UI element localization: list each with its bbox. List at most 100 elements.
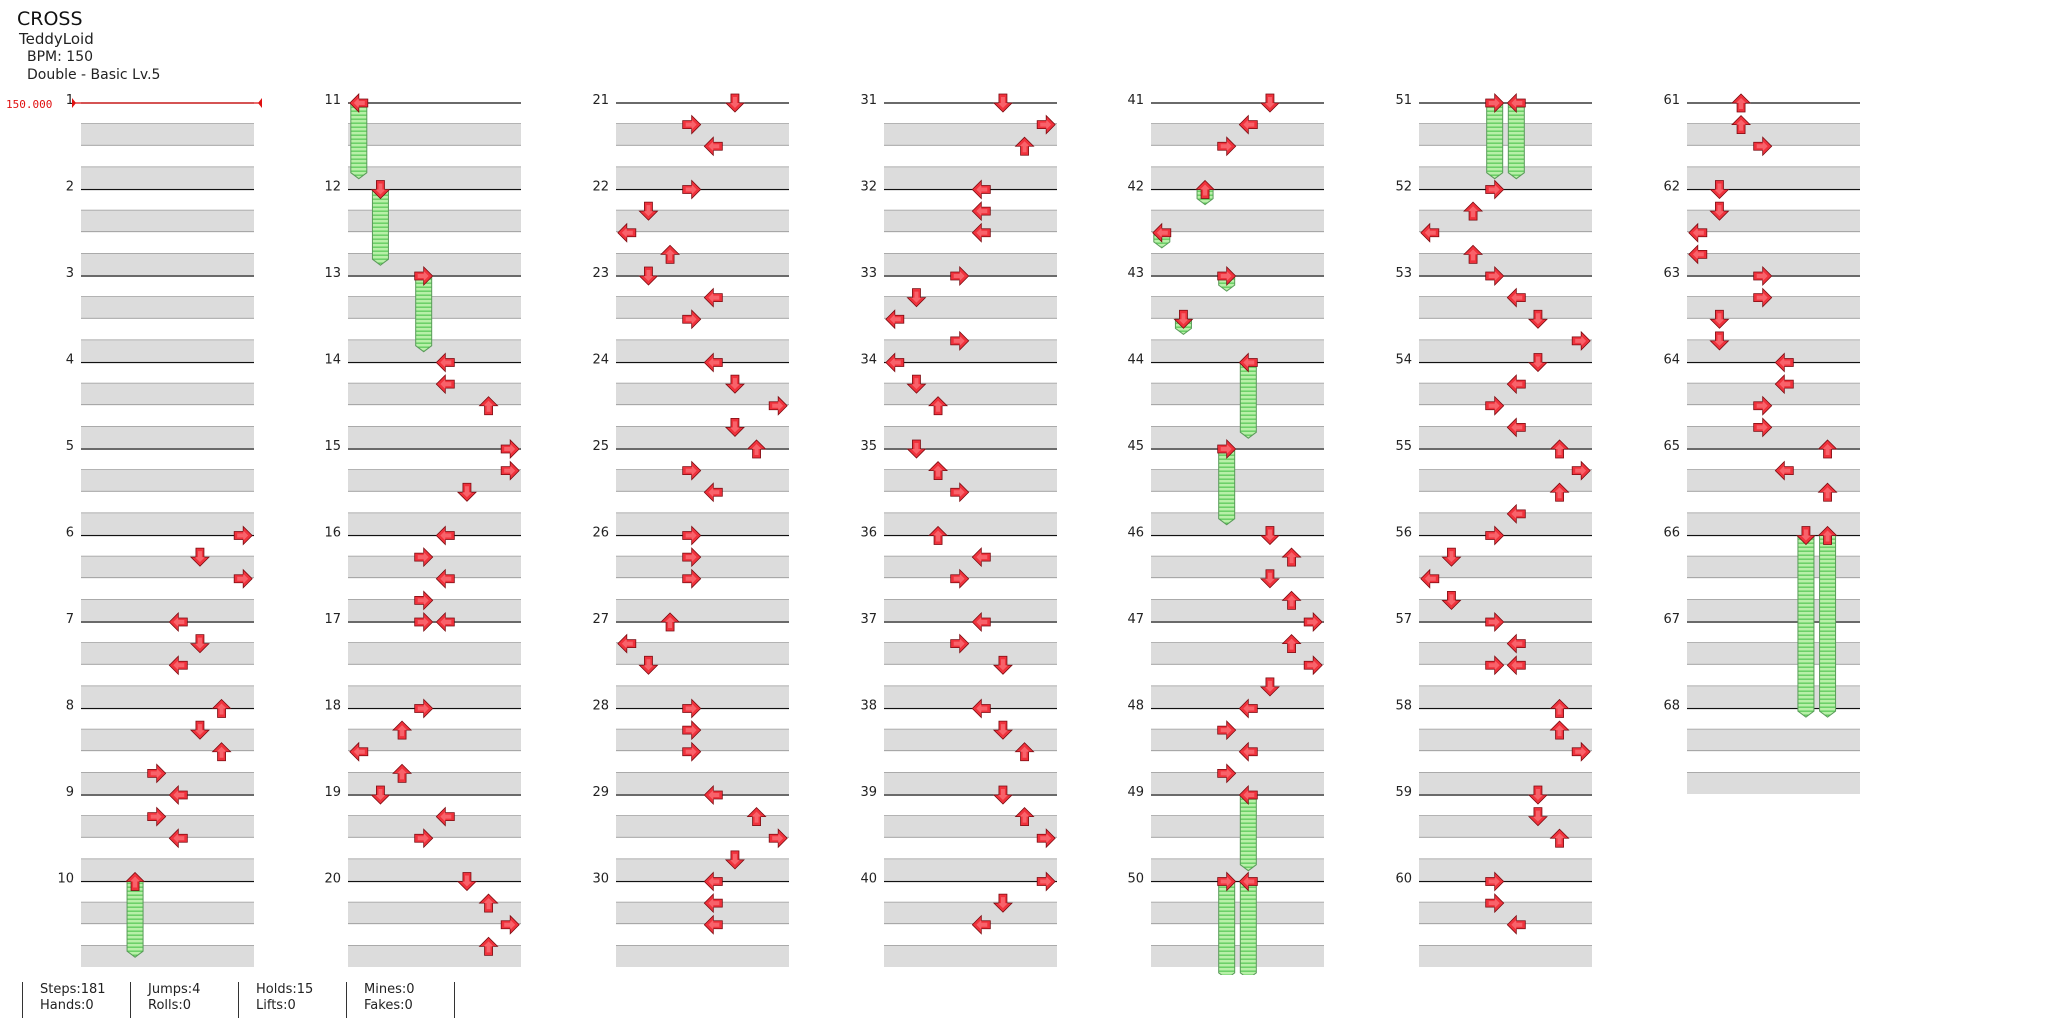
arrow-left <box>1238 698 1258 719</box>
arrow-down <box>189 720 210 740</box>
arrow-down <box>906 439 927 459</box>
arrow-highlight <box>1468 206 1479 218</box>
measure-band <box>1151 253 1324 275</box>
song-difficulty: Double - Basic Lv.5 <box>27 67 161 83</box>
arrow-highlight <box>708 487 720 498</box>
measure-number: 12 <box>324 180 341 195</box>
measure-band <box>884 858 1057 881</box>
arrow-up <box>1281 547 1302 567</box>
stats-holds: Holds:15 <box>256 982 314 997</box>
arrow-highlight <box>194 724 205 736</box>
arrow-right <box>1217 871 1237 892</box>
arrow-highlight <box>1220 768 1232 779</box>
arrow-highlight <box>1286 595 1297 607</box>
arrow-right <box>1036 828 1056 849</box>
arrow-right <box>1485 612 1505 632</box>
arrow-highlight <box>483 400 494 412</box>
arrow-right <box>414 547 434 568</box>
arrow-highlight <box>1692 249 1704 260</box>
arrow-highlight <box>685 725 697 736</box>
arrow-left <box>1506 417 1526 438</box>
arrow-right <box>500 439 520 459</box>
stats-jumps: Jumps:4 <box>148 982 201 997</box>
arrow-down <box>992 655 1013 675</box>
arrow-down <box>1441 590 1462 610</box>
measure-band <box>1687 166 1860 189</box>
measure-band <box>616 253 789 275</box>
arrow-highlight <box>708 898 720 909</box>
measure-number: 56 <box>1395 526 1412 541</box>
step-chart: 1234567891011121314151617181920212223242… <box>6 93 1860 975</box>
measure-band <box>1151 296 1324 319</box>
arrow-highlight <box>953 573 965 584</box>
arrow-highlight <box>685 703 697 714</box>
measure-number: 46 <box>1127 526 1144 541</box>
arrow-highlight <box>1822 444 1833 455</box>
arrow-left <box>885 352 905 373</box>
measure-number: 66 <box>1663 526 1680 541</box>
stats-footer: Steps:181 Hands:0 Jumps:4 Rolls:0 Holds:… <box>0 982 600 1020</box>
arrow-up <box>392 720 413 740</box>
arrow-right <box>682 568 702 589</box>
measure-band <box>81 945 254 967</box>
measure-band <box>1419 123 1592 146</box>
arrow-down <box>1259 526 1280 546</box>
arrow-highlight <box>1511 422 1523 433</box>
arrow-left <box>885 309 905 330</box>
arrow-up <box>928 396 949 416</box>
arrow-right <box>950 266 970 286</box>
arrow-left <box>435 352 455 373</box>
arrow-down <box>1527 785 1548 805</box>
arrow-right <box>682 741 702 762</box>
arrow-right <box>682 179 702 200</box>
arrow-highlight <box>1019 811 1030 823</box>
measure-number: 10 <box>57 872 74 887</box>
arrow-up <box>1281 634 1302 654</box>
arrow-right <box>500 914 520 935</box>
arrow-up <box>1549 439 1570 459</box>
arrow-left <box>1238 352 1258 373</box>
measure-number: 29 <box>592 785 609 800</box>
arrow-up <box>1463 244 1484 264</box>
arrow-highlight <box>751 444 762 455</box>
song-bpm: BPM: 150 <box>27 49 94 65</box>
stats-steps: Steps:181 <box>40 982 106 997</box>
measure-band <box>81 642 254 665</box>
arrow-left <box>703 482 723 503</box>
arrow-left <box>971 698 991 719</box>
arrow-down <box>1527 807 1548 827</box>
arrow-highlight <box>417 552 429 563</box>
measure-band <box>348 858 521 881</box>
measure-number: 67 <box>1663 612 1680 627</box>
measure-number: 62 <box>1663 180 1680 195</box>
arrow-up <box>1549 698 1570 718</box>
measure-band <box>1151 512 1324 535</box>
arrow-up <box>746 439 767 459</box>
arrow-highlight <box>194 637 205 649</box>
arrow-highlight <box>1264 529 1275 541</box>
measure-band <box>348 512 521 535</box>
arrow-down <box>724 850 745 870</box>
arrow-highlight <box>150 768 162 779</box>
arrow-highlight <box>504 465 516 476</box>
arrow-highlight <box>1264 680 1275 692</box>
measure-number: 16 <box>324 526 341 541</box>
arrow-highlight <box>461 486 472 498</box>
arrow-up <box>211 742 232 762</box>
measure-band <box>1151 383 1324 405</box>
arrow-right <box>1753 395 1773 416</box>
measure-band <box>1151 902 1324 924</box>
arrow-highlight <box>1779 465 1791 476</box>
arrow-highlight <box>1424 573 1436 584</box>
arrow-highlight <box>997 97 1008 108</box>
arrow-right <box>1217 763 1237 784</box>
measure-band <box>616 469 789 492</box>
arrow-highlight <box>1243 703 1255 714</box>
arrow-highlight <box>953 271 965 281</box>
measure-number: 39 <box>860 785 877 800</box>
arrow-left <box>1506 633 1526 654</box>
measure-band <box>1419 858 1592 881</box>
measure-number: 38 <box>860 699 877 714</box>
measure-band <box>1419 512 1592 535</box>
arrow-up <box>928 525 949 545</box>
